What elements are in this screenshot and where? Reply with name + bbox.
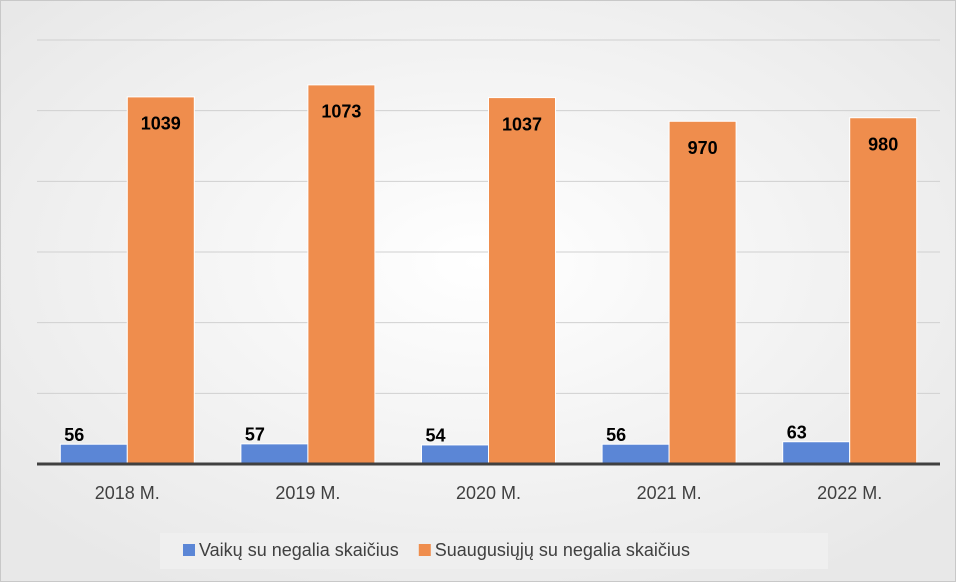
x-tick-label: 2019 M. [275, 483, 340, 503]
bar [601, 443, 670, 465]
data-label: 1073 [321, 102, 361, 122]
bar [59, 443, 128, 465]
data-label: 1039 [141, 114, 181, 134]
data-label: 63 [787, 422, 807, 442]
x-tick-label: 2022 M. [817, 483, 882, 503]
bar [488, 97, 556, 465]
x-tick-label: 2018 M. [95, 483, 160, 503]
bar [126, 96, 195, 465]
data-label: 980 [868, 134, 898, 154]
bar [849, 117, 918, 465]
legend-swatch [418, 544, 431, 556]
data-label: 56 [64, 425, 84, 445]
data-label: 54 [426, 426, 446, 446]
bar [668, 120, 737, 465]
bar [782, 441, 851, 465]
legend-label: Suaugusiųjų su negalia skaičius [435, 540, 690, 560]
legend-swatch [183, 544, 195, 556]
legend-box [160, 533, 828, 569]
bar [240, 443, 309, 465]
x-tick-label: 2020 M. [456, 483, 521, 503]
data-label: 1037 [502, 114, 542, 134]
data-label: 970 [688, 138, 718, 158]
x-tick-label: 2021 M. [637, 483, 702, 503]
data-label: 56 [606, 425, 626, 445]
data-label: 57 [245, 425, 265, 445]
bar [421, 444, 489, 465]
legend-label: Vaikų su negalia skaičius [199, 540, 399, 560]
bar [307, 84, 376, 465]
